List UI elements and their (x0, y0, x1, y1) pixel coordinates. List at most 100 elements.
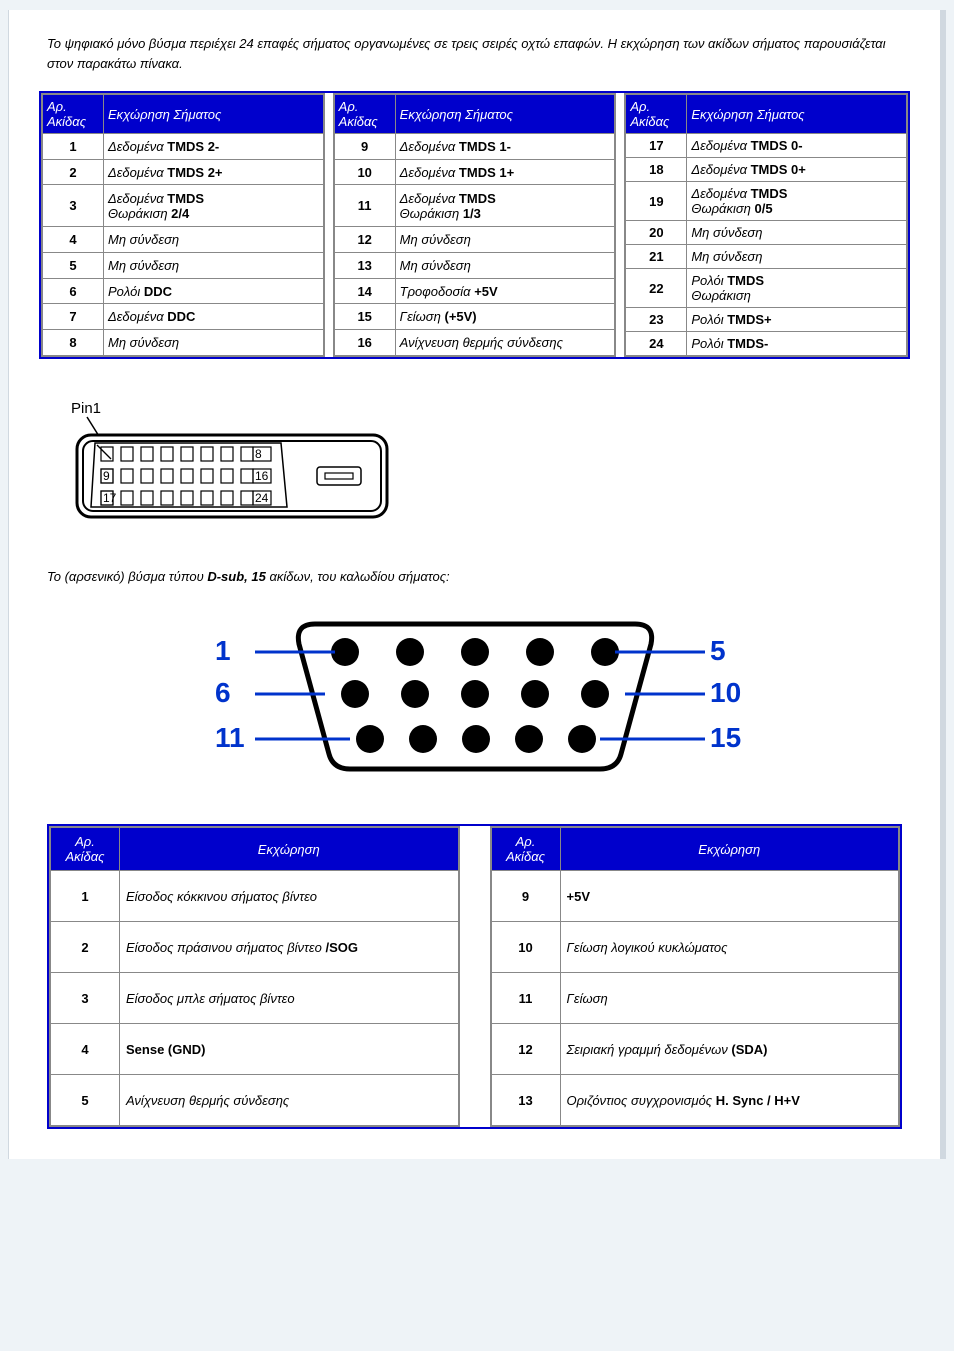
pin-number: 9 (491, 871, 560, 922)
pin-number: 21 (626, 245, 687, 269)
table-row: 8Μη σύνδεση (43, 330, 324, 356)
table-row: 12Μη σύνδεση (334, 227, 615, 253)
table-row: 14Τροφοδοσία +5V (334, 278, 615, 304)
pin-number: 12 (491, 1024, 560, 1075)
table-row: 22Ρολόι TMDSΘωράκιση (626, 269, 907, 308)
svg-text:11: 11 (215, 722, 245, 753)
pin-signal: Μη σύνδεση (104, 253, 324, 279)
svg-text:9: 9 (103, 469, 110, 483)
pin-signal: Γείωση λογικού κυκλώματος (560, 922, 899, 973)
pin-number: 6 (43, 278, 104, 304)
header-signal: Εκχώρηση Σήματος (687, 95, 907, 134)
dvi-col-3: Αρ. Ακίδας Εκχώρηση Σήματος 17Δεδομένα T… (624, 93, 908, 357)
table-row: 7Δεδομένα DDC (43, 304, 324, 330)
pin-number: 8 (43, 330, 104, 356)
pin-number: 18 (626, 158, 687, 182)
table-row: 4Sense (GND) (51, 1024, 459, 1075)
pin-number: 1 (43, 134, 104, 160)
table-row: 12Σειριακή γραμμή δεδομένων (SDA) (491, 1024, 899, 1075)
dsub-col-1: Αρ. Ακίδας Εκχώρηση 1Είσοδος κόκκινου σή… (49, 826, 460, 1127)
table-row: 10Γείωση λογικού κυκλώματος (491, 922, 899, 973)
pin-number: 17 (626, 134, 687, 158)
pin-signal: Δεδομένα TMDS 1+ (395, 159, 615, 185)
pin-signal: Δεδομένα TMDSΘωράκιση 1/3 (395, 185, 615, 227)
dsub-intro: Το (αρσενικό) βύσμα τύπου D-sub, 15 ακίδ… (47, 569, 902, 584)
table-row: 16Ανίχνευση θερμής σύνδεσης (334, 330, 615, 356)
header-assign: Εκχώρηση (560, 828, 899, 871)
pin-signal: Μη σύνδεση (395, 227, 615, 253)
pin-signal: Ρολόι DDC (104, 278, 324, 304)
header-pin: Αρ. Ακίδας (51, 828, 120, 871)
pin-number: 4 (43, 227, 104, 253)
pin-number: 3 (43, 185, 104, 227)
pin-number: 5 (51, 1075, 120, 1126)
pin-number: 13 (491, 1075, 560, 1126)
table-row: 17Δεδομένα TMDS 0- (626, 134, 907, 158)
pin-signal: Τροφοδοσία +5V (395, 278, 615, 304)
pin-number: 4 (51, 1024, 120, 1075)
table-row: 11Δεδομένα TMDSΘωράκιση 1/3 (334, 185, 615, 227)
svg-text:5: 5 (710, 635, 726, 666)
table-row: 24Ρολόι TMDS- (626, 332, 907, 356)
svg-text:1: 1 (215, 635, 231, 666)
pin-signal: Ρολόι TMDS+ (687, 308, 907, 332)
pin-number: 15 (334, 304, 395, 330)
pin-number: 16 (334, 330, 395, 356)
pin-number: 22 (626, 269, 687, 308)
svg-text:8: 8 (255, 447, 262, 461)
pin-signal: Είσοδος κόκκινου σήματος βίντεο (120, 871, 459, 922)
pin-number: 1 (51, 871, 120, 922)
dvi-col-1: Αρ. Ακίδας Εκχώρηση Σήματος 1Δεδομένα TM… (41, 93, 325, 357)
table-row: 6Ρολόι DDC (43, 278, 324, 304)
header-pin: Αρ. Ακίδας (626, 95, 687, 134)
pin-number: 7 (43, 304, 104, 330)
table-row: 1Είσοδος κόκκινου σήματος βίντεο (51, 871, 459, 922)
pin-number: 13 (334, 253, 395, 279)
pin-signal: Δεδομένα TMDSΘωράκιση 2/4 (104, 185, 324, 227)
table-row: 2Δεδομένα TMDS 2+ (43, 159, 324, 185)
header-pin: Αρ. Ακίδας (334, 95, 395, 134)
table-row: 11Γείωση (491, 973, 899, 1024)
pin-signal: Είσοδος μπλε σήματος βίντεο (120, 973, 459, 1024)
pin-number: 19 (626, 182, 687, 221)
pin-number: 10 (491, 922, 560, 973)
intro-text: Το ψηφιακό μόνο βύσμα περιέχει 24 επαφές… (39, 10, 910, 91)
table-row: 5Μη σύνδεση (43, 253, 324, 279)
pin-signal: Ανίχνευση θερμής σύνδεσης (395, 330, 615, 356)
pin-number: 2 (51, 922, 120, 973)
pin-signal: Ανίχνευση θερμής σύνδεσης (120, 1075, 459, 1126)
header-pin: Αρ. Ακίδας (491, 828, 560, 871)
svg-text:6: 6 (215, 677, 231, 708)
pin-signal: Γείωση (+5V) (395, 304, 615, 330)
pin-signal: Ρολόι TMDSΘωράκιση (687, 269, 907, 308)
pin-number: 11 (491, 973, 560, 1024)
table-row: 13Οριζόντιος συγχρονισμός H. Sync / H+V (491, 1075, 899, 1126)
table-row: 9Δεδομένα TMDS 1- (334, 134, 615, 160)
svg-text:15: 15 (710, 722, 741, 753)
header-signal: Εκχώρηση Σήματος (104, 95, 324, 134)
pin-number: 9 (334, 134, 395, 160)
pin-signal: Sense (GND) (120, 1024, 459, 1075)
table-row: 18Δεδομένα TMDS 0+ (626, 158, 907, 182)
table-row: 21Μη σύνδεση (626, 245, 907, 269)
svg-text:17: 17 (103, 491, 117, 505)
svg-text:24: 24 (255, 491, 269, 505)
pin-number: 11 (334, 185, 395, 227)
pin-number: 2 (43, 159, 104, 185)
pin-number: 10 (334, 159, 395, 185)
pin-signal: Σειριακή γραμμή δεδομένων (SDA) (560, 1024, 899, 1075)
pin-signal: Μη σύνδεση (687, 245, 907, 269)
pin-signal: Οριζόντιος συγχρονισμός H. Sync / H+V (560, 1075, 899, 1126)
pin-signal: Δεδομένα TMDS 0- (687, 134, 907, 158)
header-signal: Εκχώρηση Σήματος (395, 95, 615, 134)
table-row: 1Δεδομένα TMDS 2- (43, 134, 324, 160)
header-assign: Εκχώρηση (120, 828, 459, 871)
pin-signal: Μη σύνδεση (687, 221, 907, 245)
pin-signal: +5V (560, 871, 899, 922)
table-row: 15Γείωση (+5V) (334, 304, 615, 330)
pin-signal: Μη σύνδεση (395, 253, 615, 279)
pin-signal: Δεδομένα TMDS 2- (104, 134, 324, 160)
table-row: 5Ανίχνευση θερμής σύνδεσης (51, 1075, 459, 1126)
pin-signal: Μη σύνδεση (104, 227, 324, 253)
pin-signal: Ρολόι TMDS- (687, 332, 907, 356)
